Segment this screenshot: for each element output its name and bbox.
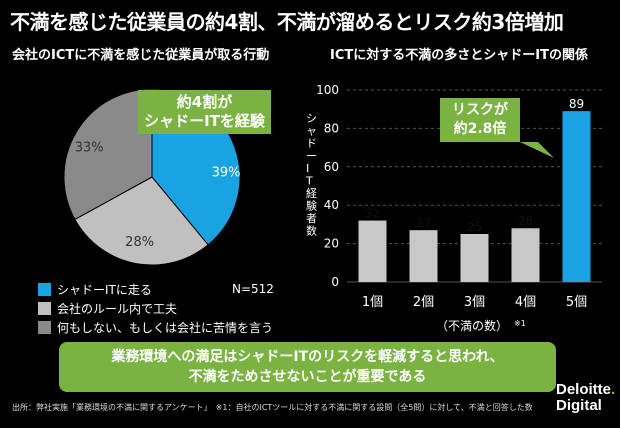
x-axis-label: （不満の数） [436,318,508,333]
page-title: 不満を感じた従業員の約4割、不満が溜めるとリスク約3倍増加 [10,10,564,34]
logo-line2: Digital [556,397,602,414]
pie-slice-rules [74,176,209,266]
deloitte-digital-logo: Deloitte. Digital [556,381,616,414]
bar-value-label: 25 [467,220,482,234]
legend-label: シャドーITに走る [57,283,152,297]
bar [409,230,438,282]
pie-chart-subtitle: 会社のICTに不満を感じた従業員が取る行動 [12,48,270,63]
y-tick-label: 0 [331,275,339,289]
x-tick-label: 2個 [413,295,434,310]
x-axis-note: ※1 [514,319,526,328]
bar-value-label: 89 [569,97,584,111]
pie-value-label: 33% [75,140,104,155]
legend-label: 何もしない、もしくは会社に苦情を言う [57,321,274,335]
bar [358,220,387,282]
bar-callout: リスクが 約2.8倍 [440,98,520,142]
pie-value-label: 39% [212,166,241,181]
pie-callout: 約4割が シャドーITを経験 [138,90,271,134]
x-tick-label: 5個 [566,295,587,310]
sample-size: N=512 [232,282,274,296]
bar [562,111,591,282]
bar-value-label: 28 [518,214,533,228]
bar-value-label: 27 [416,216,431,230]
y-tick-label: 20 [324,237,339,251]
conclusion-banner: 業務環境への満足はシャドーITのリスクを軽減すると思われ、 不満をためさせないこ… [59,342,556,392]
legend-label: 会社のルール内で工夫 [57,302,178,316]
bar-callout-line2: 約2.8倍 [453,121,507,137]
bar-chart-subtitle: ICTに対する不満の多さとシャドーITの関係 [330,48,588,63]
legend-swatch [38,283,51,296]
bar-callout-line1: リスクが [452,102,508,118]
source-footnote: 出所：弊社実施「業務環境の不満に関するアンケート」 ※1：自社のICTツールに対… [12,403,532,412]
pie-callout-line1: 約4割が [176,93,233,111]
banner-line2: 不満をためさせないことが重要である [188,369,427,385]
bar-chart: 0 20 40 60 80 100 32 1個 27 2個 25 3個 28 4個 89 5個 シャドー I T 経験… [305,83,602,333]
pie-callout-line2: シャドーITを経験 [144,112,265,130]
bar-value-label: 32 [365,207,380,221]
x-tick-label: 1個 [362,295,383,310]
logo-line1: Deloitte [556,381,612,398]
legend-swatch [38,302,51,315]
bar [511,228,540,282]
banner-line1: 業務環境への満足はシャドーITのリスクを軽減すると思われ、 [111,349,504,365]
pie-slice-nothing [63,88,153,221]
bar-callout-pointer [520,142,554,158]
x-tick-label: 4個 [515,295,536,310]
legend-item-rules: 会社のルール内で工夫 [38,299,273,318]
x-tick-label: 3個 [464,295,485,310]
y-tick-label: 80 [324,121,339,135]
pie-legend: シャドーITに走る 会社のルール内で工夫 何もしない、もしくは会社に苦情を言う [38,280,273,337]
y-tick-label: 60 [324,160,339,174]
pie-value-label: 28% [125,235,154,250]
legend-item-shadow-it: シャドーITに走る [38,280,273,299]
y-tick-label: 40 [324,198,339,212]
y-axis-label: シャドー I T 経験者数 [305,112,317,238]
legend-swatch [38,321,51,334]
y-tick-label: 100 [316,83,339,97]
bar [460,234,489,282]
legend-item-nothing: 何もしない、もしくは会社に苦情を言う [38,318,273,337]
